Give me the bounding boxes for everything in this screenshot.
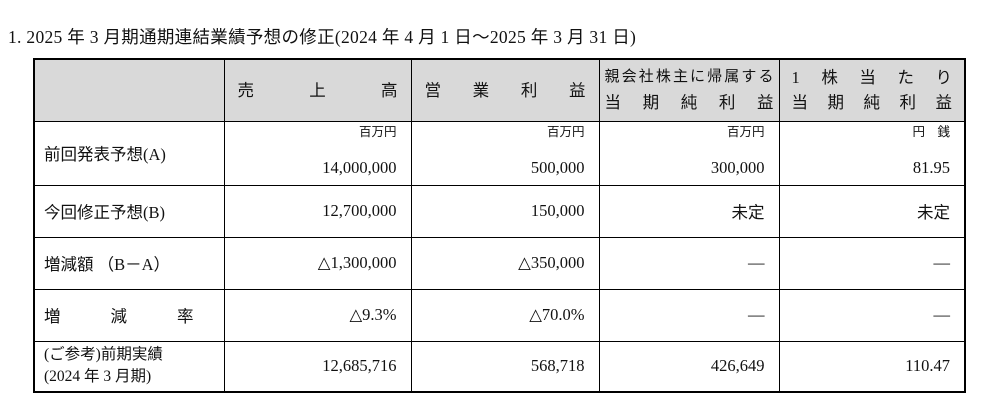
column-header-operating-profit: 営業利益 (410, 58, 600, 122)
cell-value: 300,000 (710, 157, 765, 177)
cell-eps: ― (778, 288, 966, 342)
cell-net-sales: 百万円 14,000,000 (223, 120, 412, 186)
cell-eps: 円 銭 81.95 (778, 120, 966, 186)
table-row-revised-forecast: 今回修正予想(B) 12,700,000 150,000 未定 未定 (33, 184, 966, 238)
cell-parent-profit: ― (598, 236, 780, 290)
unit-label: 百万円 (546, 124, 585, 139)
cell-parent-profit: 426,649 (598, 340, 780, 393)
column-header-profit-attributable-to-owners: 親会社株主に帰属する 当期純利益 (598, 58, 780, 122)
table-row-change-amount: 増減額 （B－A） △1,300,000 △350,000 ― ― (33, 236, 966, 290)
unit-label: 百万円 (726, 124, 765, 139)
cell-operating-profit: 百万円 500,000 (410, 120, 600, 186)
cell-operating-profit: △70.0% (410, 288, 600, 342)
row-label-line2: (2024 年 3 月期) (44, 368, 152, 386)
cell-value: 14,000,000 (322, 157, 397, 177)
column-header-label: 売上高 (237, 80, 398, 100)
cell-net-sales: 12,685,716 (223, 340, 412, 393)
row-label-line1: (ご参考)前期実績 (44, 346, 163, 364)
table-row-previous-forecast: 前回発表予想(A) 百万円 14,000,000 百万円 500,000 百万円 30… (33, 120, 966, 186)
page-title: 1. 2025 年 3 月期通期連結業績予想の修正(2024 年 4 月 1 日… (8, 27, 637, 47)
cell-eps: ― (778, 236, 966, 290)
unit-label: 円 銭 (912, 124, 950, 139)
table-row-change-rate: 増減率 △9.3% △70.0% ― ― (33, 288, 966, 342)
column-header-label: 営業利益 (424, 80, 586, 100)
row-label: 今回修正予想(B) (33, 184, 225, 238)
cell-eps: 未定 (778, 184, 966, 238)
cell-parent-profit: 百万円 300,000 (598, 120, 780, 186)
column-header-net-sales: 売上高 (223, 58, 412, 122)
cell-value: 500,000 (530, 157, 585, 177)
row-label: (ご参考)前期実績 (2024 年 3 月期) (33, 340, 225, 393)
cell-value: 81.95 (912, 157, 950, 177)
cell-operating-profit: 150,000 (410, 184, 600, 238)
cell-net-sales: 12,700,000 (223, 184, 412, 238)
cell-parent-profit: 未定 (598, 184, 780, 238)
corner-cell (33, 58, 225, 122)
cell-net-sales: △9.3% (223, 288, 412, 342)
cell-operating-profit: △350,000 (410, 236, 600, 290)
table-row-prior-year-results: (ご参考)前期実績 (2024 年 3 月期) 12,685,716 568,7… (33, 340, 966, 393)
column-header-label-line2: 当期純利益 (604, 93, 774, 113)
row-label: 前回発表予想(A) (33, 120, 225, 186)
column-header-label-line1: 親会社株主に帰属する (604, 69, 774, 86)
cell-eps: 110.47 (778, 340, 966, 393)
row-label: 増減率 (33, 288, 225, 342)
row-label: 増減額 （B－A） (33, 236, 225, 290)
cell-parent-profit: ― (598, 288, 780, 342)
cell-net-sales: △1,300,000 (223, 236, 412, 290)
column-header-label-line2: 当期純利益 (791, 93, 953, 113)
unit-label: 百万円 (358, 124, 397, 139)
cell-operating-profit: 568,718 (410, 340, 600, 393)
